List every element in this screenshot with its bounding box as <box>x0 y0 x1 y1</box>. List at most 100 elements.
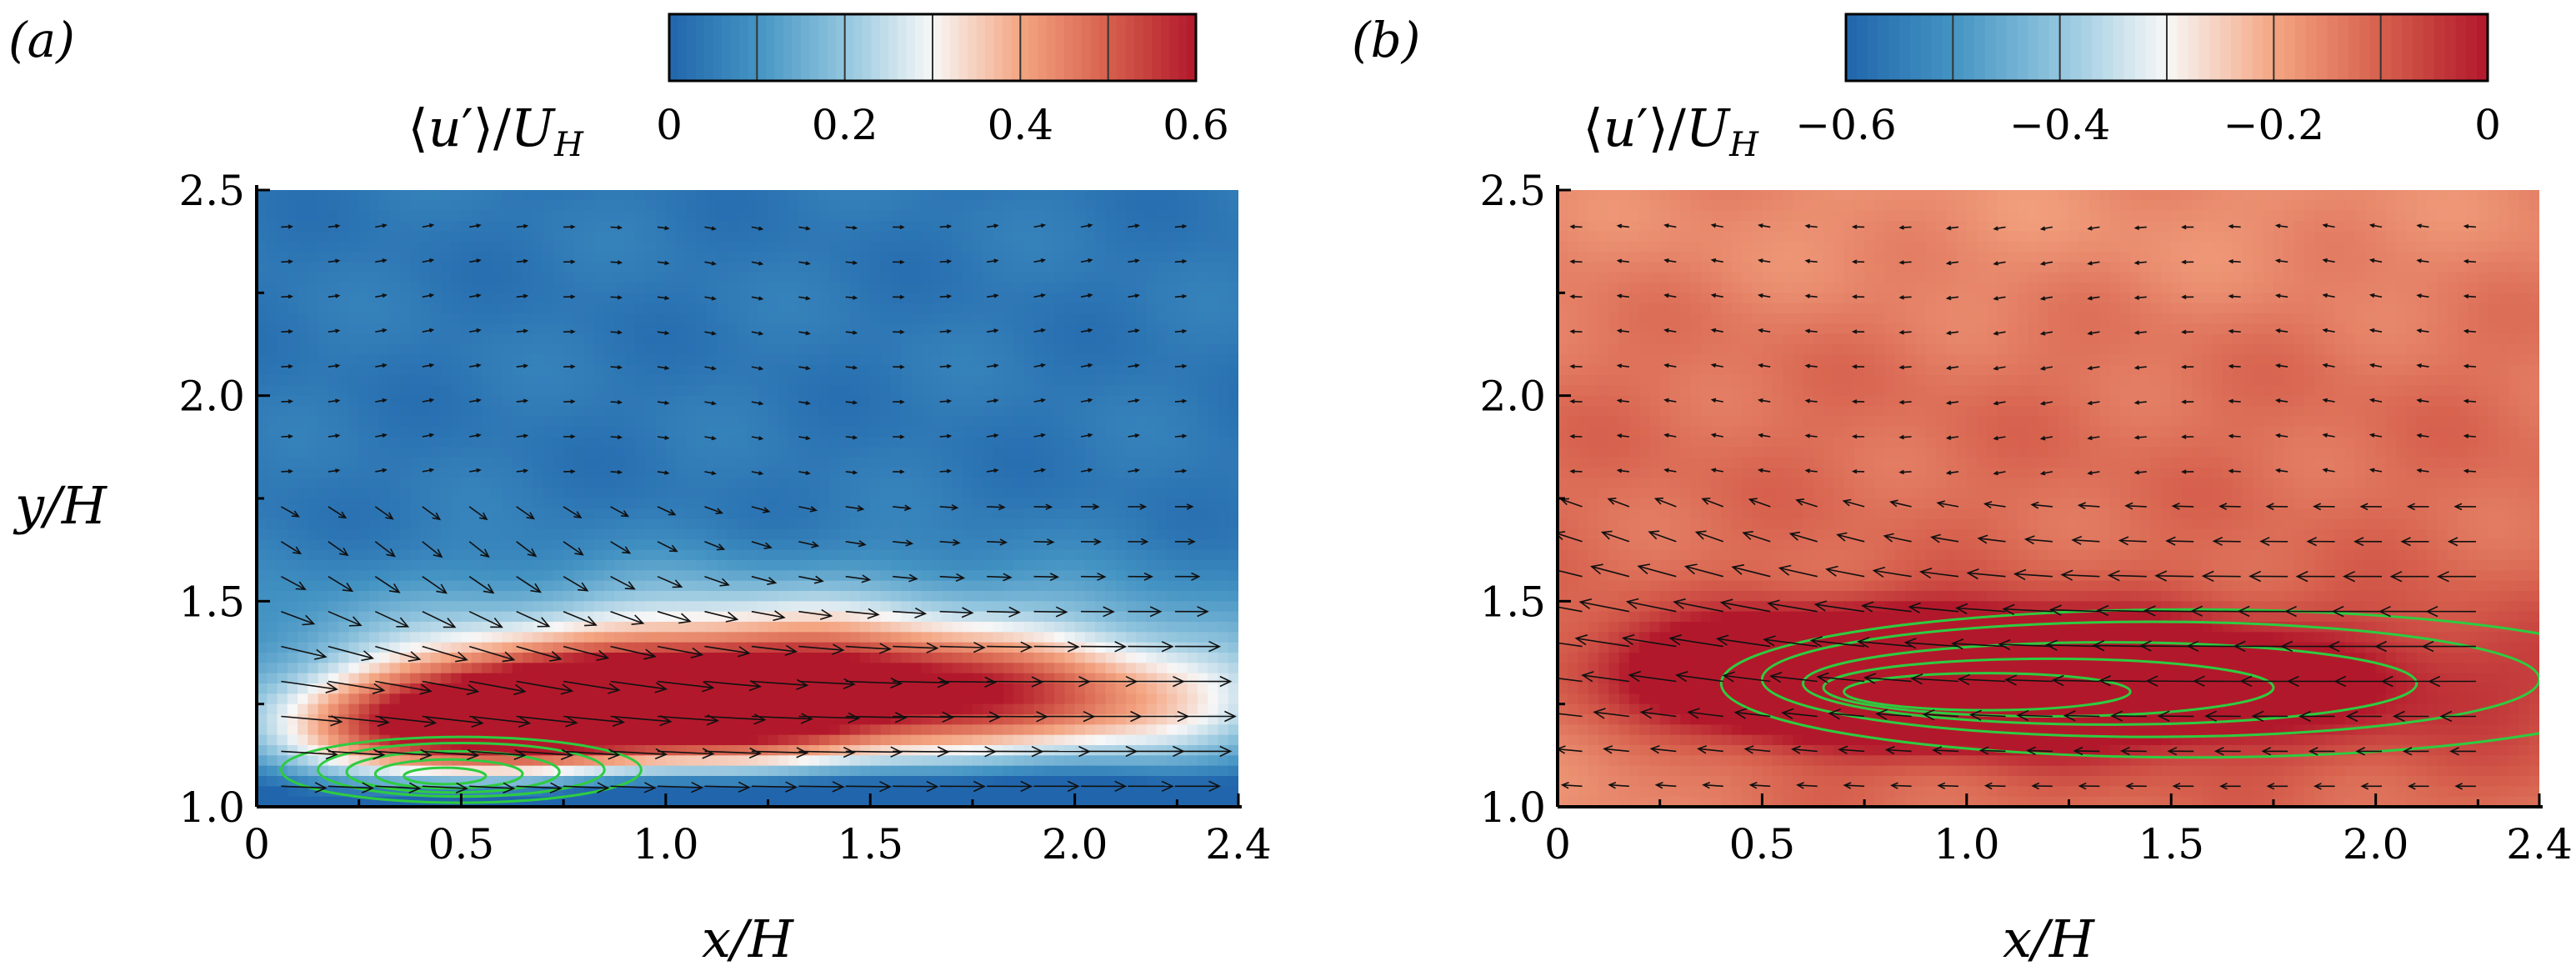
heatmap-a-cell <box>1084 344 1097 356</box>
heatmap-a-cell <box>523 283 534 294</box>
heatmap-a-cell <box>318 611 329 623</box>
heatmap-a-cell <box>298 591 309 603</box>
heatmap-a-cell <box>655 303 667 314</box>
heatmap-a-cell <box>512 406 523 418</box>
heatmap-a-cell <box>748 447 759 458</box>
heatmap-a-cell <box>952 622 963 633</box>
heatmap-a-cell <box>1187 508 1198 520</box>
heatmap-a-cell <box>410 241 422 253</box>
heatmap-a-cell <box>748 252 759 263</box>
heatmap-a-cell <box>748 632 759 643</box>
heatmap-a-cell <box>983 447 994 458</box>
heatmap-a-cell <box>573 673 585 684</box>
heatmap-a-cell <box>1208 200 1219 212</box>
heatmap-a-cell <box>808 221 820 233</box>
heatmap-a-cell <box>829 375 841 387</box>
heatmap-a-cell <box>983 385 994 397</box>
heatmap-a-cell <box>338 478 350 489</box>
heatmap-a-cell <box>563 457 575 468</box>
heatmap-a-cell <box>523 375 534 387</box>
heatmap-a-cell <box>451 241 463 253</box>
heatmap-a-cell <box>768 518 779 530</box>
heatmap-a-cell <box>1218 241 1229 253</box>
colorbar-a-segment <box>958 14 968 81</box>
heatmap-a-cell <box>635 395 647 407</box>
heatmap-a-cell <box>410 333 422 345</box>
heatmap-a-cell <box>706 354 718 366</box>
heatmap-a-cell <box>389 375 401 387</box>
heatmap-a-cell <box>1136 601 1148 613</box>
heatmap-a-cell <box>358 549 370 561</box>
heatmap-a-cell <box>267 375 278 387</box>
heatmap-a-cell <box>808 591 820 603</box>
heatmap-a-cell <box>1126 437 1138 448</box>
heatmap-a-cell <box>348 333 360 345</box>
heatmap-a-cell <box>942 478 953 489</box>
heatmap-a-cell <box>583 498 595 510</box>
heatmap-a-cell <box>911 447 923 458</box>
heatmap-a-cell <box>604 210 616 222</box>
heatmap-a-cell <box>338 344 350 356</box>
heatmap-a-cell <box>1115 663 1127 674</box>
heatmap-a-cell <box>624 529 636 541</box>
heatmap-a-cell <box>358 518 370 530</box>
heatmap-a-cell <box>318 549 329 561</box>
heatmap-a-cell <box>645 663 657 674</box>
heatmap-a-cell <box>553 560 565 572</box>
heatmap-a-cell <box>399 354 411 366</box>
heatmap-a-cell <box>471 333 483 345</box>
heatmap-a-cell <box>379 478 391 489</box>
heatmap-a-cell <box>942 560 953 572</box>
heatmap-a-cell <box>931 426 943 438</box>
heatmap-a-cell <box>686 478 698 489</box>
heatmap-a-cell <box>768 508 779 520</box>
heatmap-a-cell <box>318 518 329 530</box>
heatmap-a-cell <box>1003 241 1014 253</box>
heatmap-a-cell <box>614 498 626 510</box>
heatmap-a-cell <box>573 293 585 304</box>
heatmap-a-cell <box>1074 529 1086 541</box>
heatmap-a-cell <box>543 395 554 407</box>
heatmap-a-cell <box>942 653 953 664</box>
heatmap-a-cell <box>808 426 820 438</box>
colorbar-a-segment <box>669 14 679 81</box>
colorbar-a-segment <box>968 14 978 81</box>
heatmap-a-cell <box>1156 303 1168 314</box>
heatmap-a-cell <box>1013 354 1025 366</box>
colorbar-a-segment <box>1038 14 1048 81</box>
heatmap-a-cell <box>399 303 411 314</box>
heatmap-a-cell <box>1043 210 1056 222</box>
heatmap-a-cell <box>1126 210 1138 222</box>
heatmap-a-cell <box>880 518 892 530</box>
heatmap-a-cell <box>788 437 800 448</box>
heatmap-a-cell <box>665 653 677 664</box>
heatmap-a-cell <box>1095 426 1107 438</box>
heatmap-a-cell <box>645 601 657 613</box>
heatmap-a-cell <box>758 406 769 418</box>
heatmap-a-cell <box>911 560 923 572</box>
heatmap-a-cell <box>461 293 473 304</box>
heatmap-a-cell <box>348 283 360 294</box>
heatmap-a-cell <box>298 200 309 212</box>
heatmap-a-cell <box>880 488 892 499</box>
heatmap-a-cell <box>696 570 708 582</box>
heatmap-a-cell <box>1136 529 1148 541</box>
heatmap-a-cell <box>440 272 453 283</box>
heatmap-a-cell <box>1156 663 1168 674</box>
heatmap-a-cell <box>277 303 288 314</box>
heatmap-a-cell <box>502 241 513 253</box>
heatmap-a-cell <box>267 313 278 325</box>
heatmap-a-cell <box>962 293 973 304</box>
heatmap-a-cell <box>1013 673 1025 684</box>
heatmap-a-cell <box>962 683 973 695</box>
heatmap-a-cell <box>686 385 698 397</box>
heatmap-a-cell <box>573 241 585 253</box>
heatmap-a-cell <box>1218 468 1229 479</box>
heatmap-a-cell <box>1033 210 1045 222</box>
heatmap-a-cell <box>481 632 493 643</box>
heatmap-a-cell <box>655 580 667 592</box>
heatmap-a-cell <box>1228 498 1238 510</box>
heatmap-a-cell <box>645 703 657 715</box>
heatmap-a-cell <box>737 364 748 376</box>
heatmap-a-cell <box>1197 560 1209 572</box>
